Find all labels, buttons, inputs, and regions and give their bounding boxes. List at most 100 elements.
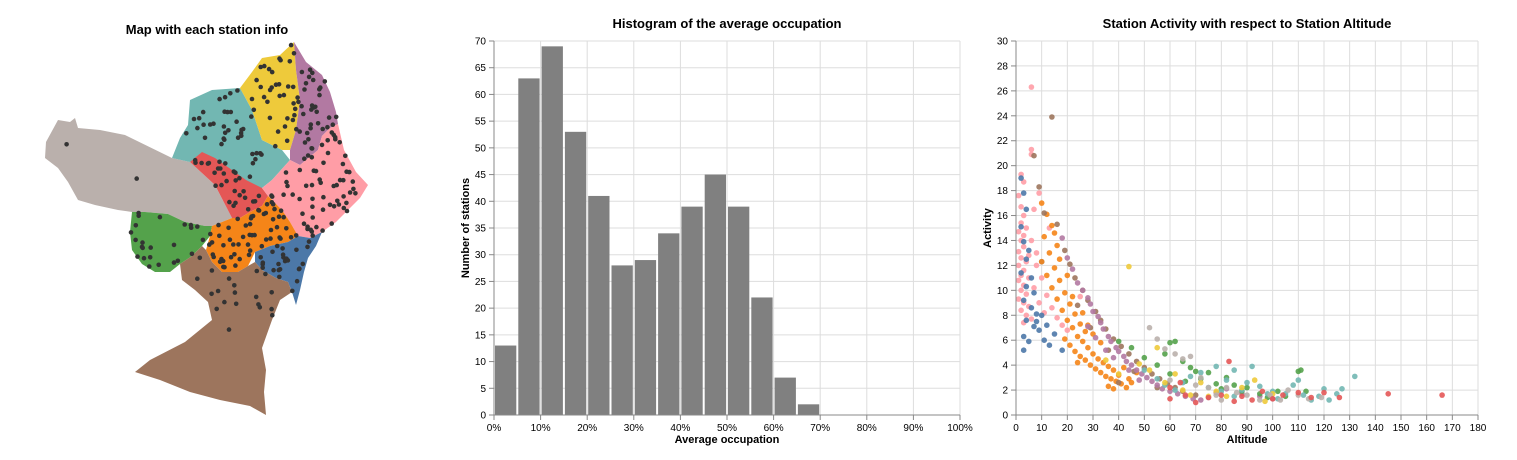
map-station-dot[interactable] [303, 183, 309, 189]
scatter-point[interactable] [1172, 371, 1178, 377]
scatter-point[interactable] [1146, 324, 1153, 331]
scatter-point[interactable] [1095, 313, 1101, 320]
map-station-dot[interactable] [221, 243, 226, 248]
scatter-point[interactable] [1180, 387, 1186, 393]
map-station-dot[interactable] [284, 256, 289, 262]
scatter-point[interactable] [1223, 377, 1230, 383]
scatter-point[interactable] [1326, 397, 1332, 403]
map-station-dot[interactable] [254, 77, 259, 83]
scatter-point[interactable] [1028, 237, 1035, 244]
map-station-dot[interactable] [306, 239, 312, 244]
map-station-dot[interactable] [141, 255, 147, 261]
map-station-dot[interactable] [327, 202, 333, 208]
map-station-dot[interactable] [269, 290, 275, 295]
scatter-point[interactable] [1167, 371, 1173, 377]
scatter-point[interactable] [1062, 336, 1068, 342]
map-station-dot[interactable] [320, 126, 326, 132]
scatter-point[interactable] [1154, 376, 1160, 382]
scatter-point[interactable] [1126, 263, 1132, 270]
map-station-dot[interactable] [329, 130, 335, 135]
map-station-dot[interactable] [274, 224, 280, 230]
scatter-point[interactable] [1172, 387, 1178, 393]
map-station-dot[interactable] [299, 103, 304, 109]
histogram-bar[interactable] [588, 195, 610, 415]
map-station-dot[interactable] [275, 129, 281, 134]
map-station-dot[interactable] [336, 202, 342, 207]
map-station-dot[interactable] [228, 91, 233, 96]
district-1[interactable] [45, 118, 232, 226]
scatter-point[interactable] [1020, 243, 1027, 250]
map-station-dot[interactable] [299, 69, 305, 75]
map-station-dot[interactable] [217, 259, 223, 265]
map-station-dot[interactable] [64, 142, 69, 147]
map-station-dot[interactable] [350, 179, 356, 184]
map-station-dot[interactable] [232, 283, 237, 288]
scatter-point[interactable] [1205, 369, 1212, 376]
map-station-dot[interactable] [224, 178, 229, 184]
scatter-point[interactable] [1244, 392, 1250, 398]
scatter-point[interactable] [1092, 366, 1099, 372]
scatter-point[interactable] [1018, 175, 1024, 181]
scatter-point[interactable] [1028, 275, 1035, 281]
scatter-point[interactable] [1082, 357, 1089, 363]
scatter-point[interactable] [1144, 374, 1150, 381]
map-station-dot[interactable] [258, 254, 264, 260]
scatter-point[interactable] [1133, 367, 1140, 373]
map-station-dot[interactable] [305, 153, 311, 158]
scatter-point[interactable] [1082, 328, 1089, 335]
map-station-dot[interactable] [253, 294, 259, 300]
map-station-dot[interactable] [216, 222, 221, 228]
scatter-point[interactable] [1067, 342, 1073, 349]
map-station-dot[interactable] [309, 103, 315, 108]
scatter-point[interactable] [1097, 369, 1104, 376]
scatter-point[interactable] [1069, 324, 1076, 331]
map-station-dot[interactable] [281, 214, 287, 220]
map-station-dot[interactable] [175, 258, 181, 264]
map-station-dot[interactable] [278, 57, 283, 63]
map-station-dot[interactable] [245, 242, 251, 247]
scatter-point[interactable] [1105, 363, 1112, 370]
map-station-dot[interactable] [320, 207, 326, 212]
map-station-dot[interactable] [258, 84, 264, 90]
histogram-bar[interactable] [564, 131, 587, 416]
scatter-point[interactable] [1056, 277, 1063, 284]
scatter-point[interactable] [1077, 321, 1083, 327]
map-station-dot[interactable] [171, 242, 177, 248]
scatter-point[interactable] [1028, 146, 1035, 153]
map-station-dot[interactable] [214, 306, 219, 312]
map-station-dot[interactable] [271, 267, 276, 273]
map-station-dot[interactable] [290, 117, 296, 123]
map-station-dot[interactable] [228, 254, 234, 260]
map-station-dot[interactable] [288, 42, 294, 48]
map-station-dot[interactable] [310, 77, 316, 83]
scatter-point[interactable] [1090, 351, 1096, 357]
map-station-dot[interactable] [308, 227, 314, 233]
scatter-point[interactable] [1103, 347, 1109, 354]
scatter-point[interactable] [1033, 311, 1040, 317]
map-station-dot[interactable] [260, 265, 266, 271]
scatter-point[interactable] [1136, 377, 1142, 383]
map-station-dot[interactable] [310, 233, 316, 238]
map-station-dot[interactable] [195, 125, 200, 131]
scatter-point[interactable] [1023, 317, 1030, 324]
map-station-dot[interactable] [206, 160, 212, 166]
map-station-dot[interactable] [254, 268, 260, 274]
scatter-point[interactable] [1110, 354, 1117, 361]
map-station-dot[interactable] [235, 88, 240, 93]
scatter-point[interactable] [1298, 367, 1304, 373]
scatter-point[interactable] [1054, 315, 1060, 321]
map-station-dot[interactable] [310, 204, 315, 209]
map-station-dot[interactable] [237, 175, 242, 181]
scatter-point[interactable] [1031, 323, 1037, 330]
map-station-dot[interactable] [188, 222, 194, 228]
map-station-dot[interactable] [257, 151, 263, 156]
map-station-dot[interactable] [200, 237, 206, 243]
map-station-dot[interactable] [270, 249, 275, 255]
map-station-dot[interactable] [196, 115, 202, 121]
scatter-point[interactable] [1251, 377, 1258, 383]
scatter-point[interactable] [1180, 356, 1186, 362]
scatter-point[interactable] [1218, 397, 1225, 403]
scatter-point[interactable] [1067, 301, 1073, 307]
map-station-dot[interactable] [223, 161, 228, 166]
map-station-dot[interactable] [351, 186, 356, 192]
